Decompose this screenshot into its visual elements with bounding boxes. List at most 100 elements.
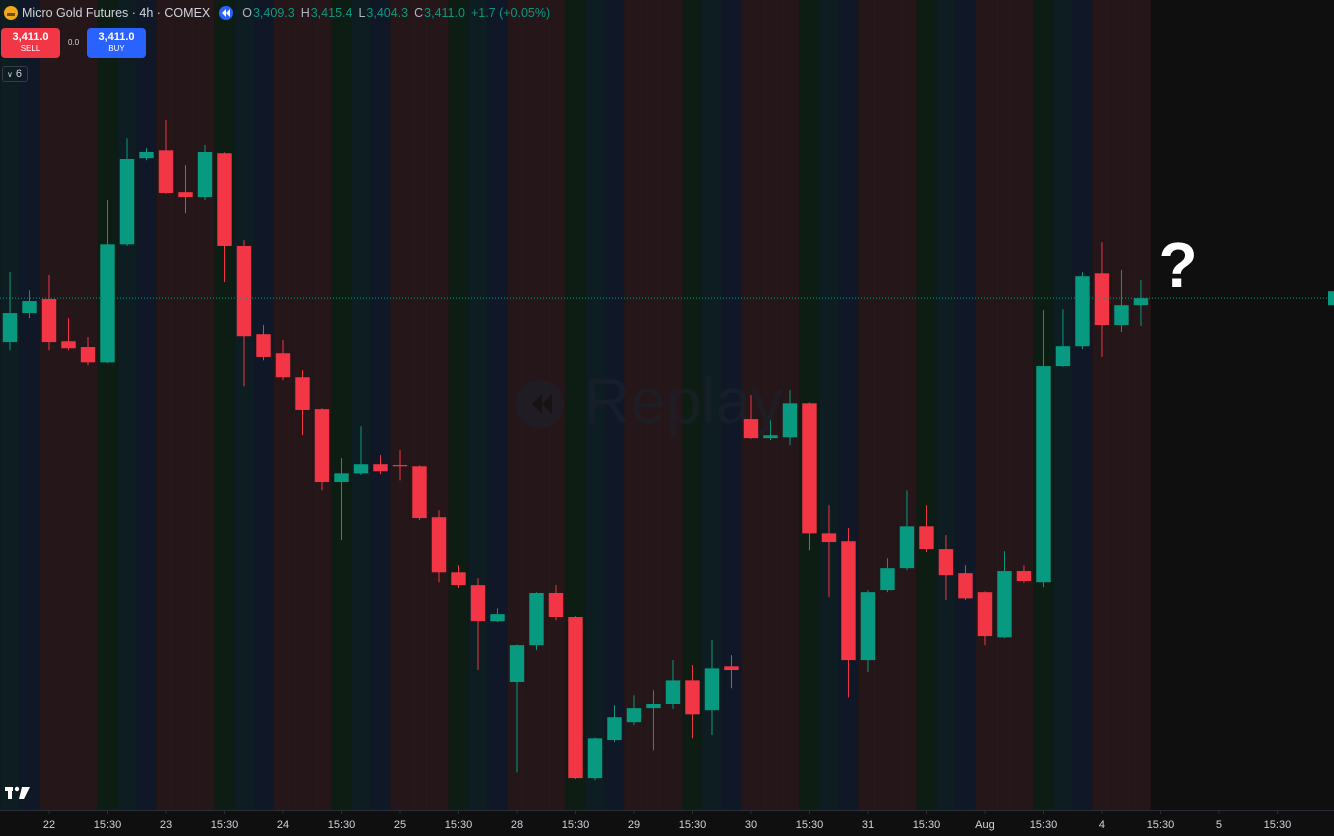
session-band: [1072, 0, 1093, 810]
session-band: [936, 0, 956, 810]
buy-price: 3,411.0: [98, 31, 135, 43]
session-band: [585, 0, 605, 810]
session-band: [1131, 0, 1151, 810]
candle-body: [587, 738, 603, 779]
candle-body: [1055, 346, 1071, 367]
buy-label: BUY: [108, 44, 125, 53]
candle-body: [197, 151, 213, 198]
session-band: [234, 0, 254, 810]
session-band: [58, 0, 79, 810]
candle-body: [275, 353, 291, 378]
candle-body: [548, 593, 564, 618]
logo-part: [19, 787, 30, 799]
x-tick-label: 15:30: [913, 819, 941, 831]
replay-icon[interactable]: [218, 5, 234, 21]
symbol-title[interactable]: Micro Gold Futures · 4h · COMEX: [22, 6, 211, 20]
x-tick-label: 15:30: [796, 819, 824, 831]
session-band: [273, 0, 293, 810]
candle-body: [880, 568, 895, 591]
session-band: [682, 0, 703, 810]
session-band: [487, 0, 508, 810]
candle-body: [217, 153, 232, 246]
candle-body: [412, 466, 427, 519]
candle-body: [451, 572, 466, 586]
ohlc-key: O: [242, 6, 252, 20]
session-band: [1111, 0, 1132, 810]
candle-body: [2, 313, 18, 343]
buy-button[interactable]: 3,411.0 BUY: [87, 28, 146, 58]
change: +1.7 (+0.05%): [470, 6, 551, 20]
sell-label: SELL: [20, 44, 41, 53]
candle-body: [119, 159, 135, 245]
x-tick-label: 31: [862, 819, 874, 831]
indicators-toggle[interactable]: ∨ 6: [2, 66, 28, 82]
candle-body: [100, 244, 115, 363]
x-tick-label: 5: [1216, 819, 1222, 831]
session-band: [1092, 0, 1112, 810]
candle-body: [256, 334, 271, 357]
session-band: [253, 0, 274, 810]
session-band: [955, 0, 976, 810]
x-tick-label: 15:30: [679, 819, 707, 831]
x-tick-label: 4: [1099, 819, 1105, 831]
symbol-header: Micro Gold Futures · 4h · COMEX O3,409.3…: [0, 4, 550, 22]
candle-body: [158, 150, 174, 193]
session-band: [1014, 0, 1034, 810]
x-tick-label: 15:30: [211, 819, 239, 831]
session-band: [663, 0, 683, 810]
session-band: [78, 0, 98, 810]
session-band: [136, 0, 157, 810]
session-band: [643, 0, 664, 810]
candle-body: [470, 585, 486, 622]
session-band: [468, 0, 488, 810]
plot: [0, 120, 1334, 781]
candle-body: [392, 465, 408, 467]
x-tick-label: 15:30: [445, 819, 473, 831]
candle-body: [490, 614, 505, 622]
x-tick-label: 29: [628, 819, 640, 831]
candle-body: [821, 533, 837, 543]
x-tick-label: 25: [394, 819, 406, 831]
candle-body: [763, 435, 778, 439]
session-band: [390, 0, 410, 810]
candle-body: [1016, 571, 1032, 581]
candle-body: [431, 517, 447, 573]
session-band: [117, 0, 137, 810]
candle-body: [1094, 273, 1110, 326]
session-band: [409, 0, 430, 810]
session-band: [156, 0, 176, 810]
candle-body: [314, 409, 330, 483]
candle-body: [178, 192, 193, 198]
candle-body: [41, 298, 57, 343]
session-band: [19, 0, 40, 810]
symbol-icon: [4, 6, 18, 20]
session-band: [312, 0, 332, 810]
session-band: [370, 0, 391, 810]
x-tick-label: 15:30: [1030, 819, 1058, 831]
candle-body: [841, 541, 856, 661]
last-price-marker: [1328, 291, 1334, 306]
candle-body: [704, 668, 720, 711]
candle-body: [568, 617, 583, 779]
candle-body: [80, 347, 96, 363]
candle-body: [802, 403, 817, 534]
x-tick-label: Aug: [975, 819, 995, 831]
candle-body: [626, 708, 642, 723]
logo: [5, 786, 30, 799]
x-axis: 22 15:30 23 15:30 24 15:30 25 15:30 28 15:30 29 15:…: [43, 811, 1291, 831]
session-band: [702, 0, 722, 810]
session-band: [331, 0, 352, 810]
candle-body: [958, 573, 973, 599]
session-band: [214, 0, 235, 810]
ohlc-value: 3,409.3: [252, 6, 295, 20]
sell-price: 3,411.0: [12, 31, 49, 43]
session-band: [760, 0, 781, 810]
session-band: [975, 0, 995, 810]
sell-button[interactable]: 3,411.0 SELL: [1, 28, 60, 58]
candle-body: [236, 245, 252, 337]
candle-body: [529, 593, 544, 646]
session-band: [916, 0, 937, 810]
candle-body: [607, 717, 622, 741]
